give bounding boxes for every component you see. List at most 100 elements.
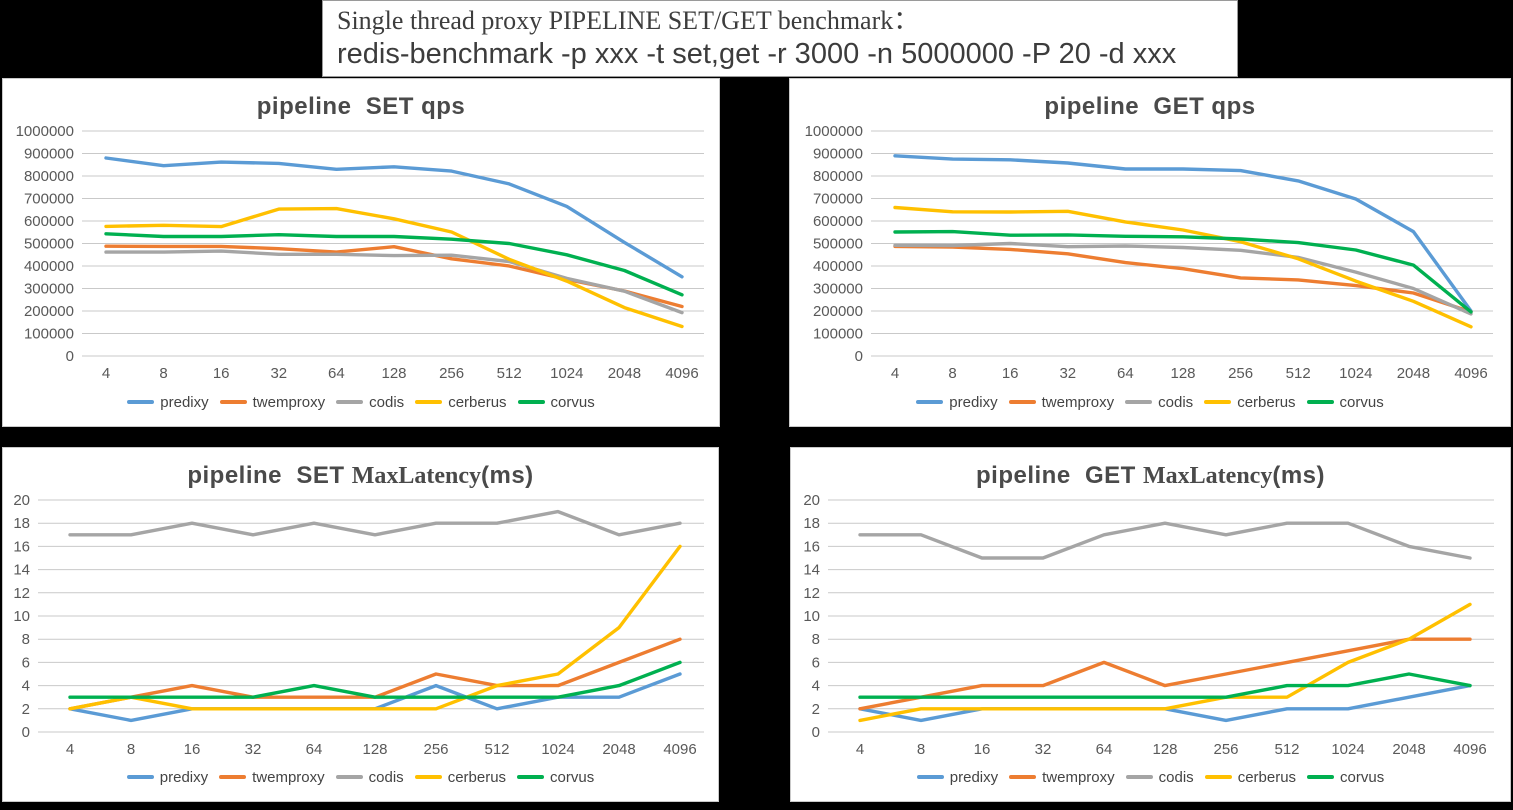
chart-title-part: MaxLatency	[1143, 463, 1273, 489]
x-tick-label: 32	[1034, 741, 1051, 758]
chart-legend: predixy twemproxy codis cerberus corvus	[3, 385, 719, 419]
y-tick-label: 10	[803, 608, 820, 625]
series-line-codis	[104, 249, 684, 315]
legend-swatch-twemproxy	[1008, 400, 1036, 404]
legend-label: twemproxy	[252, 393, 326, 411]
legend-swatch-predixy	[126, 775, 154, 779]
legend-swatch-predixy	[916, 400, 944, 404]
x-tick-label: 64	[305, 741, 322, 758]
x-tick-label: 1024	[541, 741, 574, 758]
y-tick-label: 16	[803, 538, 820, 555]
x-tick-label: 256	[1228, 365, 1253, 382]
x-tick-label: 8	[159, 365, 167, 382]
series-line-cerberus	[857, 602, 1472, 723]
legend-item-cerberus: cerberus	[415, 394, 507, 411]
chart-legend: predixy twemproxy codis cerberus corvus	[790, 385, 1510, 419]
y-tick-label: 14	[803, 562, 820, 579]
legend-swatch-cerberus	[1204, 400, 1232, 404]
legend-label: codis	[1158, 393, 1194, 411]
y-tick-label: 300000	[24, 281, 74, 298]
x-tick-label: 2048	[1392, 741, 1425, 758]
legend-label: predixy	[159, 768, 209, 786]
x-tick-label: 32	[270, 365, 287, 382]
y-tick-label: 14	[13, 562, 30, 579]
y-tick-label: 2	[811, 701, 819, 718]
x-tick-label: 16	[1002, 365, 1019, 382]
y-tick-label: 8	[21, 631, 29, 648]
y-tick-label: 400000	[24, 258, 74, 275]
legend-swatch-corvus	[517, 400, 545, 404]
x-tick-label: 256	[439, 365, 464, 382]
x-tick-label: 4096	[1453, 741, 1486, 758]
legend-item-cerberus: cerberus	[414, 768, 507, 786]
y-tick-label: 18	[13, 515, 30, 532]
plot-area: 1000000 900000 800000 700000 600000 500000 400…	[790, 123, 1510, 385]
legend-item-predixy: predixy	[916, 769, 998, 786]
x-tick-label: 1024	[1339, 365, 1372, 382]
series-line-codis	[857, 521, 1472, 560]
y-tick-label: 100000	[24, 326, 74, 343]
x-tick-label: 4	[891, 365, 899, 382]
x-tick-label: 32	[244, 741, 261, 758]
chart-legend: predixy twemproxy codis cerberus corvus	[791, 760, 1510, 794]
chart-title: pipeline SET MaxLatency (ms)	[3, 448, 718, 492]
x-tick-label: 2048	[608, 365, 641, 382]
x-tick-label: 16	[213, 365, 230, 382]
chart-title-part: pipeline GET	[975, 462, 1144, 489]
x-tick-label: 4	[65, 741, 73, 758]
x-tick-label: 16	[973, 741, 990, 758]
y-tick-label: 700000	[24, 191, 74, 208]
y-tick-label: 0	[855, 348, 863, 365]
legend-swatch-corvus	[517, 775, 545, 779]
x-tick-label: 512	[484, 741, 509, 758]
header-command: redis-benchmark -p xxx -t set,get -r 300…	[337, 38, 1177, 70]
legend-item-codis: codis	[335, 769, 404, 786]
legend-label: twemproxy	[1041, 393, 1115, 411]
x-tick-label: 2048	[1397, 365, 1430, 382]
y-tick-label: 500000	[24, 236, 74, 253]
y-tick-label: 4	[811, 678, 819, 695]
y-tick-label: 10	[13, 608, 30, 625]
legend-swatch-cerberus	[414, 775, 442, 779]
series-line-predixy	[893, 154, 1473, 313]
legend-label: predixy	[949, 393, 998, 411]
series-line-predixy	[104, 156, 684, 279]
x-tick-label: 4	[855, 741, 863, 758]
y-tick-label: 800000	[24, 168, 74, 185]
legend-item-cerberus: cerberus	[1204, 394, 1296, 411]
y-tick-label: 16	[13, 538, 30, 555]
chart-pipeline-get-maxlatency: pipeline GET MaxLatency (ms) 20 18 16 14 12 10…	[790, 447, 1511, 802]
legend-item-corvus: corvus	[517, 769, 594, 786]
legend-label: corvus	[1339, 393, 1384, 411]
x-tick-label: 32	[1059, 365, 1076, 382]
y-tick-label: 0	[66, 348, 74, 365]
legend-label: codis	[369, 393, 405, 411]
x-tick-label: 2048	[602, 741, 635, 758]
y-tick-label: 600000	[813, 213, 863, 230]
y-tick-label: 12	[13, 585, 30, 602]
legend-item-twemproxy: twemproxy	[1008, 393, 1115, 411]
legend-label: cerberus	[447, 768, 507, 786]
x-tick-label: 4	[102, 365, 110, 382]
y-tick-label: 20	[13, 492, 30, 509]
x-tick-label: 8	[126, 741, 134, 758]
header-title: Single thread proxy PIPELINE SET/GET ben…	[337, 6, 920, 35]
legend-item-corvus: corvus	[517, 394, 595, 411]
y-tick-label: 300000	[813, 281, 863, 298]
x-tick-label: 1024	[1331, 741, 1364, 758]
legend-swatch-corvus	[1306, 400, 1334, 404]
series-line-corvus	[104, 232, 684, 297]
chart-legend: predixy twemproxy codis cerberus corvus	[3, 760, 718, 794]
chart-pipeline-set-maxlatency: pipeline SET MaxLatency (ms) 20 18 16 14 12 10…	[2, 447, 719, 802]
legend-swatch-twemproxy	[1009, 775, 1037, 779]
chart-plot-svg: 1000000900000800000700000600000500000400…	[805, 123, 1493, 382]
x-tick-label: 128	[1152, 741, 1177, 758]
x-tick-label: 1024	[550, 365, 583, 382]
plot-area: 20 18 16 14 12 10 8 6 4 2 0 4 8 16 32 64 128 256 512 1024 20…	[3, 492, 718, 760]
x-tick-label: 256	[423, 741, 448, 758]
legend-swatch-twemproxy	[219, 775, 247, 779]
x-tick-label: 8	[948, 365, 956, 382]
legend-item-twemproxy: twemproxy	[219, 393, 326, 411]
